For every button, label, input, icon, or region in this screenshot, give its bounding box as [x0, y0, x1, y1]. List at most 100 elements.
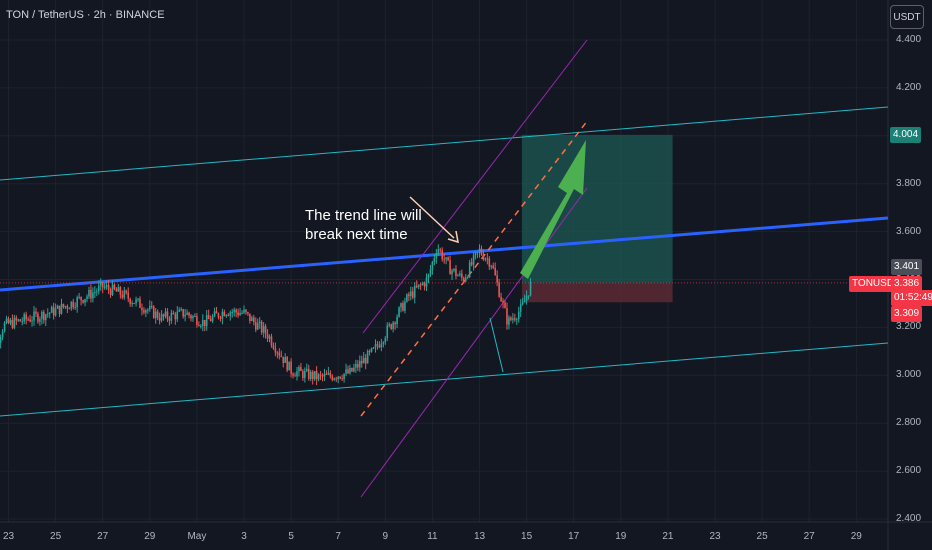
candle-body	[480, 248, 483, 255]
candle-body	[388, 324, 391, 326]
candle-body	[451, 270, 453, 275]
symbol-badge: TONUSDT	[849, 276, 904, 292]
candle-body	[160, 314, 163, 321]
candle-body	[229, 312, 232, 316]
trend-annotation[interactable]: The trend line will break next time	[305, 206, 465, 244]
candle-body	[201, 319, 204, 326]
candle-body	[298, 367, 300, 372]
candle-body	[99, 282, 102, 286]
candle-body	[74, 306, 77, 308]
candle-body	[331, 376, 334, 380]
time-tick-label: 25	[756, 531, 768, 542]
candle-body	[200, 325, 202, 327]
candle-body	[162, 314, 165, 317]
candle-body	[464, 277, 467, 282]
time-tick-label: 15	[521, 531, 533, 542]
arrows	[409, 140, 586, 279]
candle-body	[408, 294, 410, 297]
price-tick-label: 2.400	[896, 513, 922, 524]
candle-body	[66, 306, 69, 309]
candle-body	[527, 295, 530, 297]
candle-body	[413, 285, 416, 298]
candles	[0, 244, 532, 386]
candle-body	[1, 331, 4, 338]
candle-body	[515, 319, 518, 321]
candle-body	[23, 314, 25, 322]
candle-body	[466, 276, 469, 278]
candle-body	[111, 284, 114, 296]
candle-body	[251, 317, 253, 322]
candle-body	[523, 300, 526, 303]
candle-body	[135, 299, 137, 304]
candle-body	[188, 312, 190, 316]
candle-body	[82, 300, 84, 303]
drawing-lines	[0, 39, 889, 498]
candle-body	[455, 268, 457, 277]
candle-body	[184, 314, 186, 317]
candle-body	[472, 255, 475, 265]
candle-body	[213, 311, 216, 317]
candle-body	[168, 318, 171, 321]
candle-body	[198, 325, 200, 327]
candle-body	[84, 299, 86, 303]
candle-body	[174, 314, 177, 320]
candle-body	[337, 376, 339, 380]
candle-body	[278, 352, 281, 356]
candle-body	[90, 289, 92, 299]
symbol-title[interactable]: TON / TetherUS · 2h · BINANCE	[6, 9, 165, 21]
candle-body	[482, 254, 485, 260]
candle-body	[327, 372, 330, 375]
candle-body	[355, 364, 357, 368]
candle-body	[125, 290, 128, 293]
candle-body	[241, 312, 243, 314]
candle-body	[21, 321, 24, 323]
candle-body	[245, 309, 247, 313]
candle-body	[205, 315, 208, 327]
candle-body	[425, 278, 428, 287]
candle-body	[29, 319, 31, 322]
currency-button[interactable]: USDT	[890, 5, 924, 29]
candle-body	[421, 283, 424, 285]
candle-body	[52, 307, 55, 316]
time-tick-label: 7	[335, 531, 341, 542]
candle-body	[247, 312, 249, 314]
stop-zone[interactable]	[521, 282, 673, 303]
candle-body	[105, 285, 108, 287]
candle-body	[164, 311, 167, 317]
candle-body	[315, 371, 318, 380]
candle-body	[439, 249, 442, 251]
candle-body	[76, 297, 78, 308]
lower-channel-line	[0, 342, 889, 417]
candle-body	[376, 344, 379, 346]
candle-body	[323, 373, 326, 377]
target-zone[interactable]	[521, 134, 673, 283]
candle-body	[468, 262, 471, 277]
candle-body	[476, 252, 479, 254]
candle-body	[335, 378, 338, 380]
candle-body	[243, 309, 245, 313]
candle-body	[349, 367, 351, 374]
candle-body	[127, 292, 130, 299]
candle-body	[3, 322, 6, 332]
ref-price-badge: 3.401	[891, 259, 923, 275]
candle-body	[258, 321, 261, 324]
candle-body	[307, 368, 310, 379]
candle-body	[194, 316, 196, 318]
candle-body	[360, 360, 363, 364]
candle-body	[358, 360, 361, 368]
candle-body	[304, 370, 306, 378]
dashed-trendline	[360, 119, 589, 417]
candle-body	[101, 282, 104, 288]
candle-body	[443, 259, 445, 261]
candle-body	[394, 322, 396, 325]
candle-body	[317, 374, 320, 380]
candle-body	[60, 303, 63, 314]
candle-body	[504, 302, 506, 309]
candle-body	[19, 319, 22, 322]
price-tick-label: 2.600	[896, 465, 922, 477]
candle-body	[339, 376, 341, 379]
candle-body	[500, 296, 502, 302]
candle-body	[292, 373, 294, 376]
candle-body	[508, 317, 510, 325]
